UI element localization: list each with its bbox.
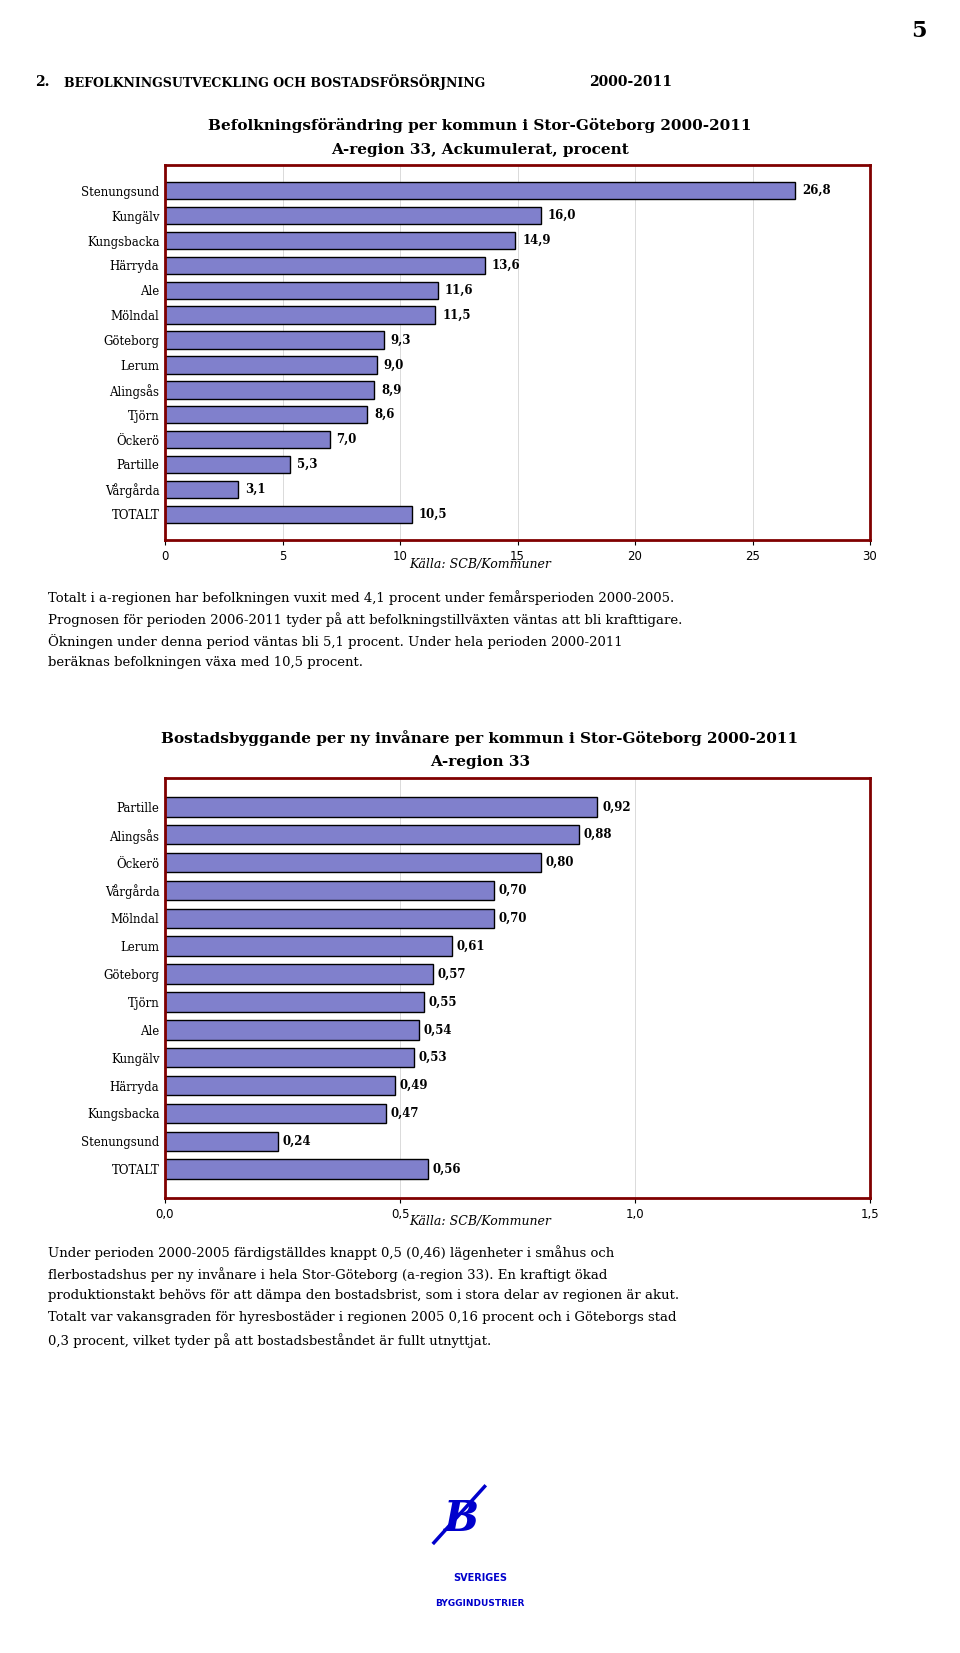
Bar — [165, 1132, 277, 1150]
Bar — [165, 281, 438, 299]
Text: SVERIGES: SVERIGES — [453, 1574, 507, 1584]
Text: 26,8: 26,8 — [802, 183, 830, 197]
Text: 0,55: 0,55 — [428, 995, 457, 1008]
Text: 5,3: 5,3 — [297, 458, 317, 471]
Bar — [165, 1104, 386, 1122]
Text: 0,54: 0,54 — [423, 1023, 452, 1036]
Text: 0,3 procent, vilket tyder på att bostadsbeståndet är fullt utnyttjat.: 0,3 procent, vilket tyder på att bostads… — [48, 1332, 492, 1347]
Text: Källa: SCB/Kommuner: Källa: SCB/Kommuner — [409, 1215, 551, 1228]
Bar — [165, 1159, 428, 1179]
Text: 9,3: 9,3 — [391, 334, 411, 347]
Text: 0,47: 0,47 — [391, 1108, 420, 1121]
Text: 14,9: 14,9 — [522, 235, 551, 246]
Text: beräknas befolkningen växa med 10,5 procent.: beräknas befolkningen växa med 10,5 proc… — [48, 656, 363, 669]
Bar — [165, 256, 485, 274]
Text: 0,92: 0,92 — [602, 800, 631, 813]
Text: Bostadsbyggande per ny invånare per kommun i Stor-Göteborg 2000-2011: Bostadsbyggande per ny invånare per komm… — [161, 731, 799, 746]
Text: Totalt i a-regionen har befolkningen vuxit med 4,1 procent under femårsperioden : Totalt i a-regionen har befolkningen vux… — [48, 590, 674, 605]
Text: 0,80: 0,80 — [545, 856, 574, 869]
Bar — [165, 937, 452, 955]
Text: 9,0: 9,0 — [384, 359, 404, 372]
Bar — [165, 407, 367, 423]
Text: BEFOLKNINGSUTVECKLING OCH BOSTADSFÖRSÖRJNING: BEFOLKNINGSUTVECKLING OCH BOSTADSFÖRSÖRJ… — [64, 74, 490, 89]
Text: produktionstakt behövs för att dämpa den bostadsbrist, som i stora delar av regi: produktionstakt behövs för att dämpa den… — [48, 1289, 679, 1303]
Text: 10,5: 10,5 — [419, 507, 447, 521]
Text: 0,70: 0,70 — [498, 884, 527, 898]
Text: 7,0: 7,0 — [337, 433, 357, 446]
Text: Ökningen under denna period väntas bli 5,1 procent. Under hela perioden 2000-201: Ökningen under denna period väntas bli 5… — [48, 635, 623, 650]
Text: 11,6: 11,6 — [444, 284, 473, 298]
Text: Källa: SCB/Kommuner: Källa: SCB/Kommuner — [409, 559, 551, 570]
Bar — [165, 431, 329, 448]
Text: 2000-2011: 2000-2011 — [588, 74, 672, 89]
Bar — [165, 881, 494, 901]
Text: 0,53: 0,53 — [419, 1051, 447, 1065]
Bar — [165, 382, 374, 398]
Text: A-region 33: A-region 33 — [430, 755, 530, 769]
Bar — [165, 357, 376, 374]
Bar — [165, 909, 494, 927]
Text: 16,0: 16,0 — [548, 210, 577, 222]
Text: 8,6: 8,6 — [374, 408, 395, 422]
Text: Under perioden 2000-2005 färdigställdes knappt 0,5 (0,46) lägenheter i småhus oc: Under perioden 2000-2005 färdigställdes … — [48, 1245, 614, 1260]
Bar — [165, 331, 384, 349]
Text: 5: 5 — [911, 20, 926, 41]
Bar — [165, 853, 541, 873]
Text: 0,24: 0,24 — [282, 1136, 311, 1147]
Bar — [165, 506, 412, 522]
Bar — [165, 456, 290, 473]
Text: A-region 33, Ackumulerat, procent: A-region 33, Ackumulerat, procent — [331, 144, 629, 157]
Bar — [165, 1076, 396, 1096]
Text: flerbostadshus per ny invånare i hela Stor-Göteborg (a-region 33). En kraftigt ö: flerbostadshus per ny invånare i hela St… — [48, 1266, 608, 1281]
Bar — [165, 1020, 419, 1040]
Text: Prognosen för perioden 2006-2011 tyder på att befolkningstillväxten väntas att b: Prognosen för perioden 2006-2011 tyder p… — [48, 612, 683, 626]
Bar — [165, 481, 238, 498]
Bar — [165, 207, 541, 225]
Text: 2.: 2. — [36, 74, 50, 89]
Bar — [165, 825, 579, 845]
Text: BYGGINDUSTRIER: BYGGINDUSTRIER — [435, 1598, 525, 1608]
Text: 11,5: 11,5 — [443, 309, 470, 322]
Text: 3,1: 3,1 — [245, 483, 265, 496]
Bar — [165, 797, 597, 817]
Text: Totalt var vakansgraden för hyresbostäder i regionen 2005 0,16 procent och i Göt: Totalt var vakansgraden för hyresbostäde… — [48, 1311, 677, 1324]
Text: 13,6: 13,6 — [492, 260, 520, 271]
Text: 8,9: 8,9 — [381, 383, 401, 397]
Bar — [165, 1048, 414, 1068]
Bar — [165, 231, 516, 250]
Text: Befolkningsförändring per kommun i Stor-Göteborg 2000-2011: Befolkningsförändring per kommun i Stor-… — [208, 117, 752, 132]
Text: 0,88: 0,88 — [584, 828, 612, 841]
Text: 0,70: 0,70 — [498, 912, 527, 924]
Bar — [165, 992, 423, 1012]
Text: 0,57: 0,57 — [438, 967, 467, 980]
Text: B: B — [444, 1498, 479, 1541]
Text: 0,56: 0,56 — [433, 1162, 462, 1175]
Bar — [165, 964, 433, 984]
Text: 0,61: 0,61 — [456, 939, 485, 952]
Bar — [165, 306, 435, 324]
Bar — [165, 182, 795, 200]
Text: 0,49: 0,49 — [400, 1079, 428, 1093]
